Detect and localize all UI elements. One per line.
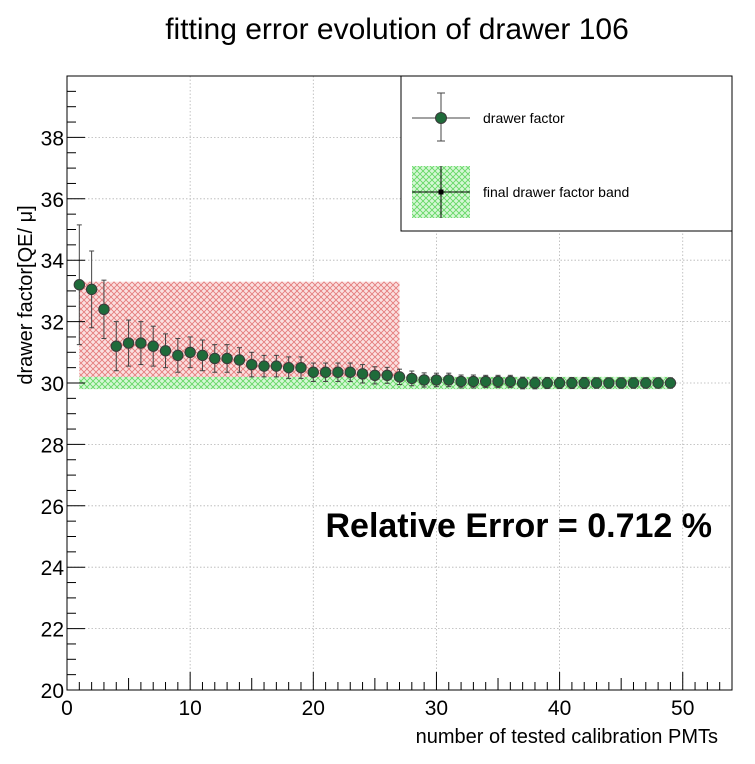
legend-label-drawer-factor: drawer factor [483, 110, 565, 126]
data-points [73, 279, 677, 389]
data-point [443, 374, 455, 386]
relative-error-annotation: Relative Error = 0.712 % [325, 507, 712, 545]
y-tick-label: 34 [41, 250, 65, 273]
data-point [221, 352, 233, 365]
data-point [135, 337, 147, 349]
data-point [504, 375, 517, 388]
data-point [369, 369, 381, 382]
axis-ticks [66, 75, 733, 691]
data-point [319, 366, 332, 378]
data-point [172, 349, 184, 362]
y-tick-label: 26 [41, 496, 64, 519]
data-point [332, 366, 344, 378]
data-point [233, 354, 246, 366]
data-point [590, 377, 603, 389]
x-tick-label: 0 [61, 697, 73, 720]
data-point [566, 377, 578, 389]
data-point [258, 360, 270, 372]
data-point [147, 340, 159, 352]
data-point [122, 337, 135, 349]
data-point [295, 361, 307, 374]
legend-label-final-band: final drawer factor band [483, 184, 629, 200]
data-point [615, 377, 627, 389]
data-point [652, 377, 664, 389]
y-tick-labels: 20 22 24 26 28 30 32 34 36 38 [41, 127, 65, 703]
x-axis-label: number of tested calibration PMTs [416, 726, 718, 748]
x-tick-label: 10 [178, 697, 201, 720]
data-point [159, 345, 172, 357]
legend: drawer factor final drawer factor band [400, 75, 733, 232]
legend-marker-drawer-factor [435, 112, 447, 124]
y-tick-label: 24 [41, 557, 65, 580]
y-tick-label: 38 [41, 127, 64, 150]
data-point [480, 375, 492, 388]
data-point [541, 377, 553, 389]
y-tick-label: 36 [41, 189, 64, 212]
data-point [406, 372, 418, 385]
y-axis-label: drawer factor[QE/ μ] [15, 205, 37, 384]
y-tick-label: 32 [41, 312, 64, 335]
data-point [393, 371, 406, 383]
y-tick-label: 20 [41, 680, 64, 703]
data-point [455, 375, 467, 388]
data-point [516, 377, 529, 389]
data-point [529, 377, 541, 389]
y-tick-label: 30 [41, 373, 64, 396]
data-point [98, 303, 110, 316]
data-point [307, 366, 319, 378]
data-point [85, 283, 98, 296]
y-tick-label: 28 [41, 434, 64, 457]
data-point [282, 361, 295, 374]
data-point [196, 349, 209, 362]
data-point [356, 368, 369, 380]
data-point [209, 352, 221, 365]
data-point [418, 374, 430, 386]
data-point [430, 374, 443, 386]
data-point [664, 377, 677, 389]
data-point [73, 279, 86, 291]
data-point [270, 360, 283, 372]
data-point [381, 369, 393, 382]
chart-title: fitting error evolution of drawer 106 [165, 13, 629, 46]
data-point [246, 358, 258, 371]
data-point [467, 375, 480, 388]
x-tick-label: 30 [425, 697, 448, 720]
x-tick-label: 40 [548, 697, 571, 720]
x-tick-labels: 0 10 20 30 40 50 [61, 697, 694, 720]
data-point [603, 377, 615, 389]
data-point [627, 377, 640, 389]
data-point [578, 377, 590, 389]
data-point [344, 366, 356, 378]
data-point [640, 377, 652, 389]
data-point [110, 340, 122, 352]
x-tick-label: 50 [671, 697, 694, 720]
data-point [184, 346, 196, 358]
x-tick-label: 20 [302, 697, 325, 720]
y-tick-label: 22 [41, 619, 64, 642]
data-point [492, 375, 504, 388]
data-point [553, 377, 566, 389]
legend-band-marker [438, 189, 444, 195]
